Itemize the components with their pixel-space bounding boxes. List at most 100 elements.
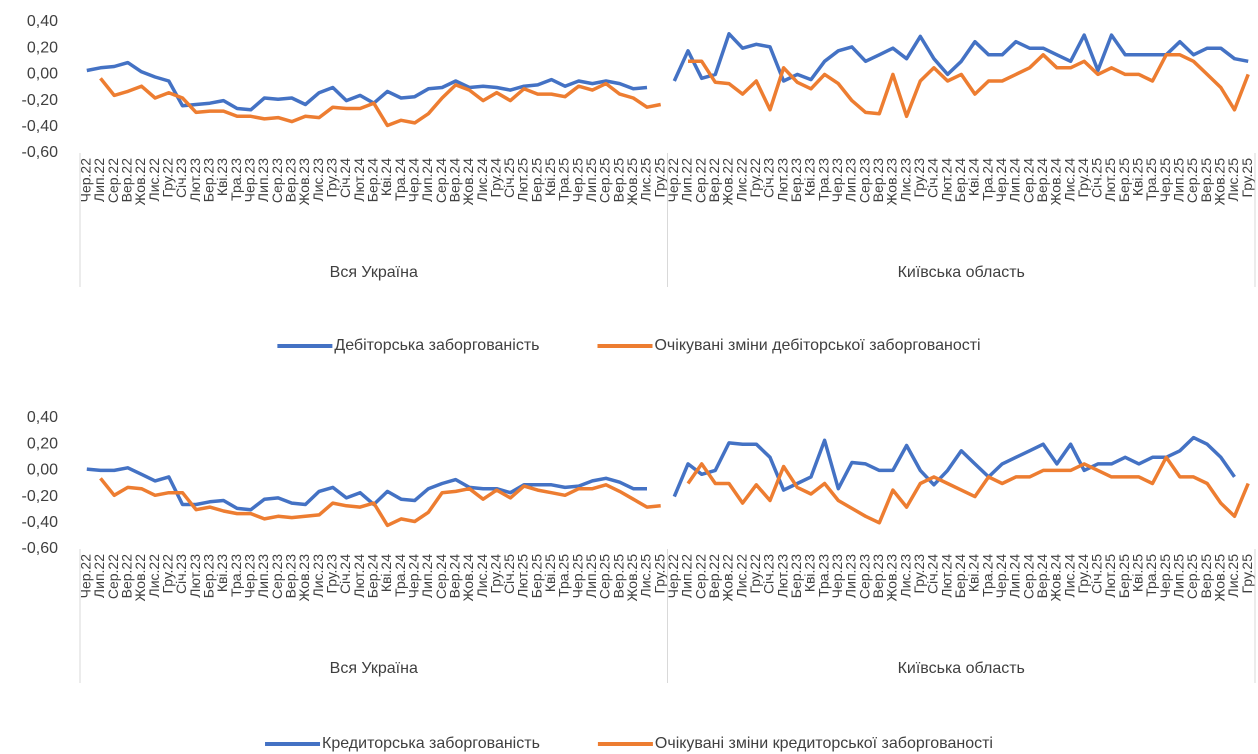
x-tick-label: Вер.23 — [870, 158, 886, 203]
x-tick-label: Лют.24 — [351, 554, 367, 598]
x-tick-label: Лют.24 — [351, 158, 367, 202]
x-tick-label: Вер.25 — [610, 554, 626, 599]
x-tick-label: Жов.23 — [884, 158, 900, 206]
x-tick-label: Жов.24 — [1048, 158, 1064, 206]
x-tick-label: Чер.23 — [241, 554, 257, 599]
x-tick-label: Лис.24 — [474, 554, 490, 598]
x-tick-label: Лип.23 — [843, 554, 859, 598]
x-tick-label: Вер.24 — [446, 158, 462, 203]
x-tick-label: Сер.24 — [433, 554, 449, 599]
x-tick-label: Гру.25 — [651, 554, 667, 594]
x-tick-label: Чер.22 — [78, 554, 94, 599]
group-label: Київська область — [898, 264, 1025, 281]
x-tick-label: Вер.22 — [119, 158, 135, 203]
y-tick-label: -0,40 — [22, 118, 59, 135]
x-tick-label: Жов.23 — [884, 554, 900, 602]
x-tick-label: Кві.23 — [214, 158, 230, 196]
x-tick-label: Чер.22 — [665, 158, 681, 203]
x-tick-label: Лип.24 — [419, 554, 435, 598]
x-tick-label: Жов.22 — [132, 158, 148, 206]
x-tick-label: Січ.24 — [925, 158, 941, 198]
legend-label: Кредиторська заборгованість — [322, 735, 540, 752]
x-tick-label: Гру.24 — [1075, 554, 1091, 594]
x-tick-label: Лис.25 — [1225, 158, 1241, 202]
x-tick-label: Чер.23 — [829, 158, 845, 203]
y-tick-label: 0,40 — [27, 409, 58, 426]
series-line — [86, 32, 1249, 112]
x-tick-label: Гру.24 — [487, 554, 503, 594]
x-tick-label: Лис.25 — [638, 158, 654, 202]
x-tick-label: Вер.24 — [446, 554, 462, 599]
x-tick-label: Чер.25 — [569, 158, 585, 203]
x-tick-label: Лют.25 — [1102, 554, 1118, 598]
x-tick-label: Гру.22 — [160, 554, 176, 594]
x-tick-label: Сер.22 — [692, 554, 708, 599]
x-tick-label: Вер.22 — [706, 554, 722, 599]
x-tick-label: Бер.24 — [952, 554, 968, 598]
x-tick-label: Жов.25 — [624, 158, 640, 206]
x-tick-label: Лип.24 — [419, 158, 435, 202]
x-tick-label: Вер.23 — [282, 554, 298, 599]
x-tick-label: Тра.25 — [1143, 158, 1159, 201]
x-tick-label: Січ.25 — [501, 554, 517, 594]
x-tick-label: Тра.24 — [392, 158, 408, 201]
x-tick-label: Лис.24 — [1061, 554, 1077, 598]
y-tick-label: -0,60 — [22, 144, 59, 161]
x-tick-label: Жов.25 — [1212, 554, 1228, 602]
x-tick-label: Жов.23 — [296, 554, 312, 602]
y-tick-label: -0,20 — [22, 488, 59, 505]
x-tick-label: Бер.23 — [788, 554, 804, 598]
x-tick-label: Жов.23 — [296, 158, 312, 206]
x-tick-label: Гру.22 — [747, 158, 763, 198]
x-tick-label: Жов.25 — [624, 554, 640, 602]
x-tick-label: Лис.22 — [146, 554, 162, 598]
x-tick-label: Бер.24 — [364, 554, 380, 598]
x-tick-label: Кві.25 — [542, 158, 558, 196]
x-tick-label: Лис.24 — [1061, 158, 1077, 202]
x-tick-label: Жов.25 — [1212, 158, 1228, 206]
x-tick-label: Чер.24 — [993, 158, 1009, 203]
x-tick-label: Вер.23 — [870, 554, 886, 599]
x-tick-label: Кві.24 — [966, 554, 982, 592]
y-tick-label: 0,20 — [27, 435, 58, 452]
x-tick-label: Бер.23 — [200, 158, 216, 202]
x-tick-label: Січ.23 — [173, 554, 189, 594]
x-tick-label: Тра.23 — [815, 554, 831, 597]
x-tick-label: Січ.25 — [501, 158, 517, 198]
x-tick-label: Кві.23 — [802, 158, 818, 196]
x-tick-label: Лип.22 — [91, 158, 107, 202]
x-tick-label: Січ.23 — [761, 554, 777, 594]
x-tick-label: Жов.22 — [720, 554, 736, 602]
x-tick-label: Лис.22 — [733, 158, 749, 202]
x-tick-label: Тра.23 — [228, 554, 244, 597]
x-tick-label: Сер.23 — [269, 554, 285, 599]
x-tick-label: Лис.23 — [897, 158, 913, 202]
x-tick-label: Сер.22 — [105, 158, 121, 203]
x-tick-label: Сер.25 — [1184, 554, 1200, 599]
x-tick-label: Жов.24 — [460, 554, 476, 602]
x-tick-label: Вер.25 — [610, 158, 626, 203]
x-tick-label: Гру.23 — [323, 158, 339, 198]
x-tick-label: Сер.25 — [597, 158, 613, 203]
y-tick-label: -0,40 — [22, 514, 59, 531]
x-tick-label: Кві.25 — [1130, 554, 1146, 592]
x-tick-label: Лис.22 — [733, 554, 749, 598]
x-tick-label: Гру.23 — [911, 554, 927, 594]
x-tick-label: Лип.25 — [583, 554, 599, 598]
x-tick-label: Вер.24 — [1034, 158, 1050, 203]
x-tick-label: Лют.23 — [774, 554, 790, 598]
group-label: Київська область — [898, 660, 1025, 677]
x-tick-label: Гру.22 — [160, 158, 176, 198]
x-tick-label: Бер.24 — [364, 158, 380, 202]
x-tick-label: Кві.24 — [378, 158, 394, 196]
x-tick-label: Лип.22 — [91, 554, 107, 598]
x-tick-label: Сер.24 — [1020, 554, 1036, 599]
x-tick-label: Січ.23 — [761, 158, 777, 198]
x-tick-label: Кві.25 — [542, 554, 558, 592]
x-tick-label: Гру.23 — [911, 158, 927, 198]
x-tick-label: Кві.25 — [1130, 158, 1146, 196]
x-tick-label: Кві.24 — [378, 554, 394, 592]
x-tick-label: Гру.24 — [1075, 158, 1091, 198]
x-tick-label: Лис.22 — [146, 158, 162, 202]
